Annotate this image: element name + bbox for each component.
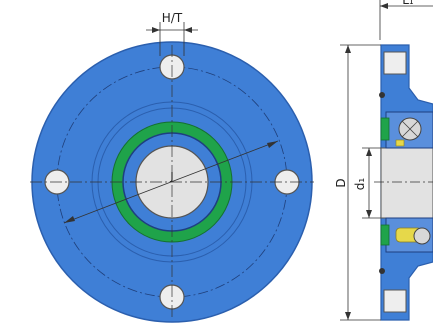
bolt-hole-label: H/T bbox=[162, 11, 183, 25]
front-view: H/T J bbox=[30, 11, 314, 323]
arrow-right bbox=[267, 141, 278, 148]
bore-diameter-label: d₁ bbox=[353, 178, 367, 191]
d1-arrow-bottom bbox=[366, 210, 372, 218]
side-bolt-hole-top bbox=[383, 51, 407, 75]
upper-ball-cross-2 bbox=[401, 120, 419, 138]
arrow-left bbox=[64, 216, 75, 223]
side-bore bbox=[380, 147, 433, 219]
outer-diameter-label: D bbox=[334, 178, 348, 187]
d-arrow-top bbox=[345, 45, 351, 53]
upper-cage bbox=[395, 139, 405, 147]
ht-arrow-left bbox=[152, 27, 160, 33]
angle-label: J bbox=[169, 170, 173, 183]
ht-arrow-right bbox=[184, 27, 192, 33]
l1-arrow bbox=[380, 3, 388, 9]
lower-ball bbox=[413, 227, 431, 245]
side-bolt-hole-bottom bbox=[383, 289, 407, 313]
grease-fitting-bottom bbox=[379, 268, 385, 274]
upper-seal bbox=[380, 117, 390, 141]
grease-fitting-top bbox=[379, 92, 385, 98]
l1-label: L₁ bbox=[402, 0, 414, 7]
d1-arrow-top bbox=[366, 148, 372, 156]
lower-seal bbox=[380, 224, 390, 246]
side-section-view: L₁ D bbox=[334, 0, 433, 321]
angle-dimension-line bbox=[63, 140, 279, 224]
d-arrow-bottom bbox=[345, 312, 351, 320]
